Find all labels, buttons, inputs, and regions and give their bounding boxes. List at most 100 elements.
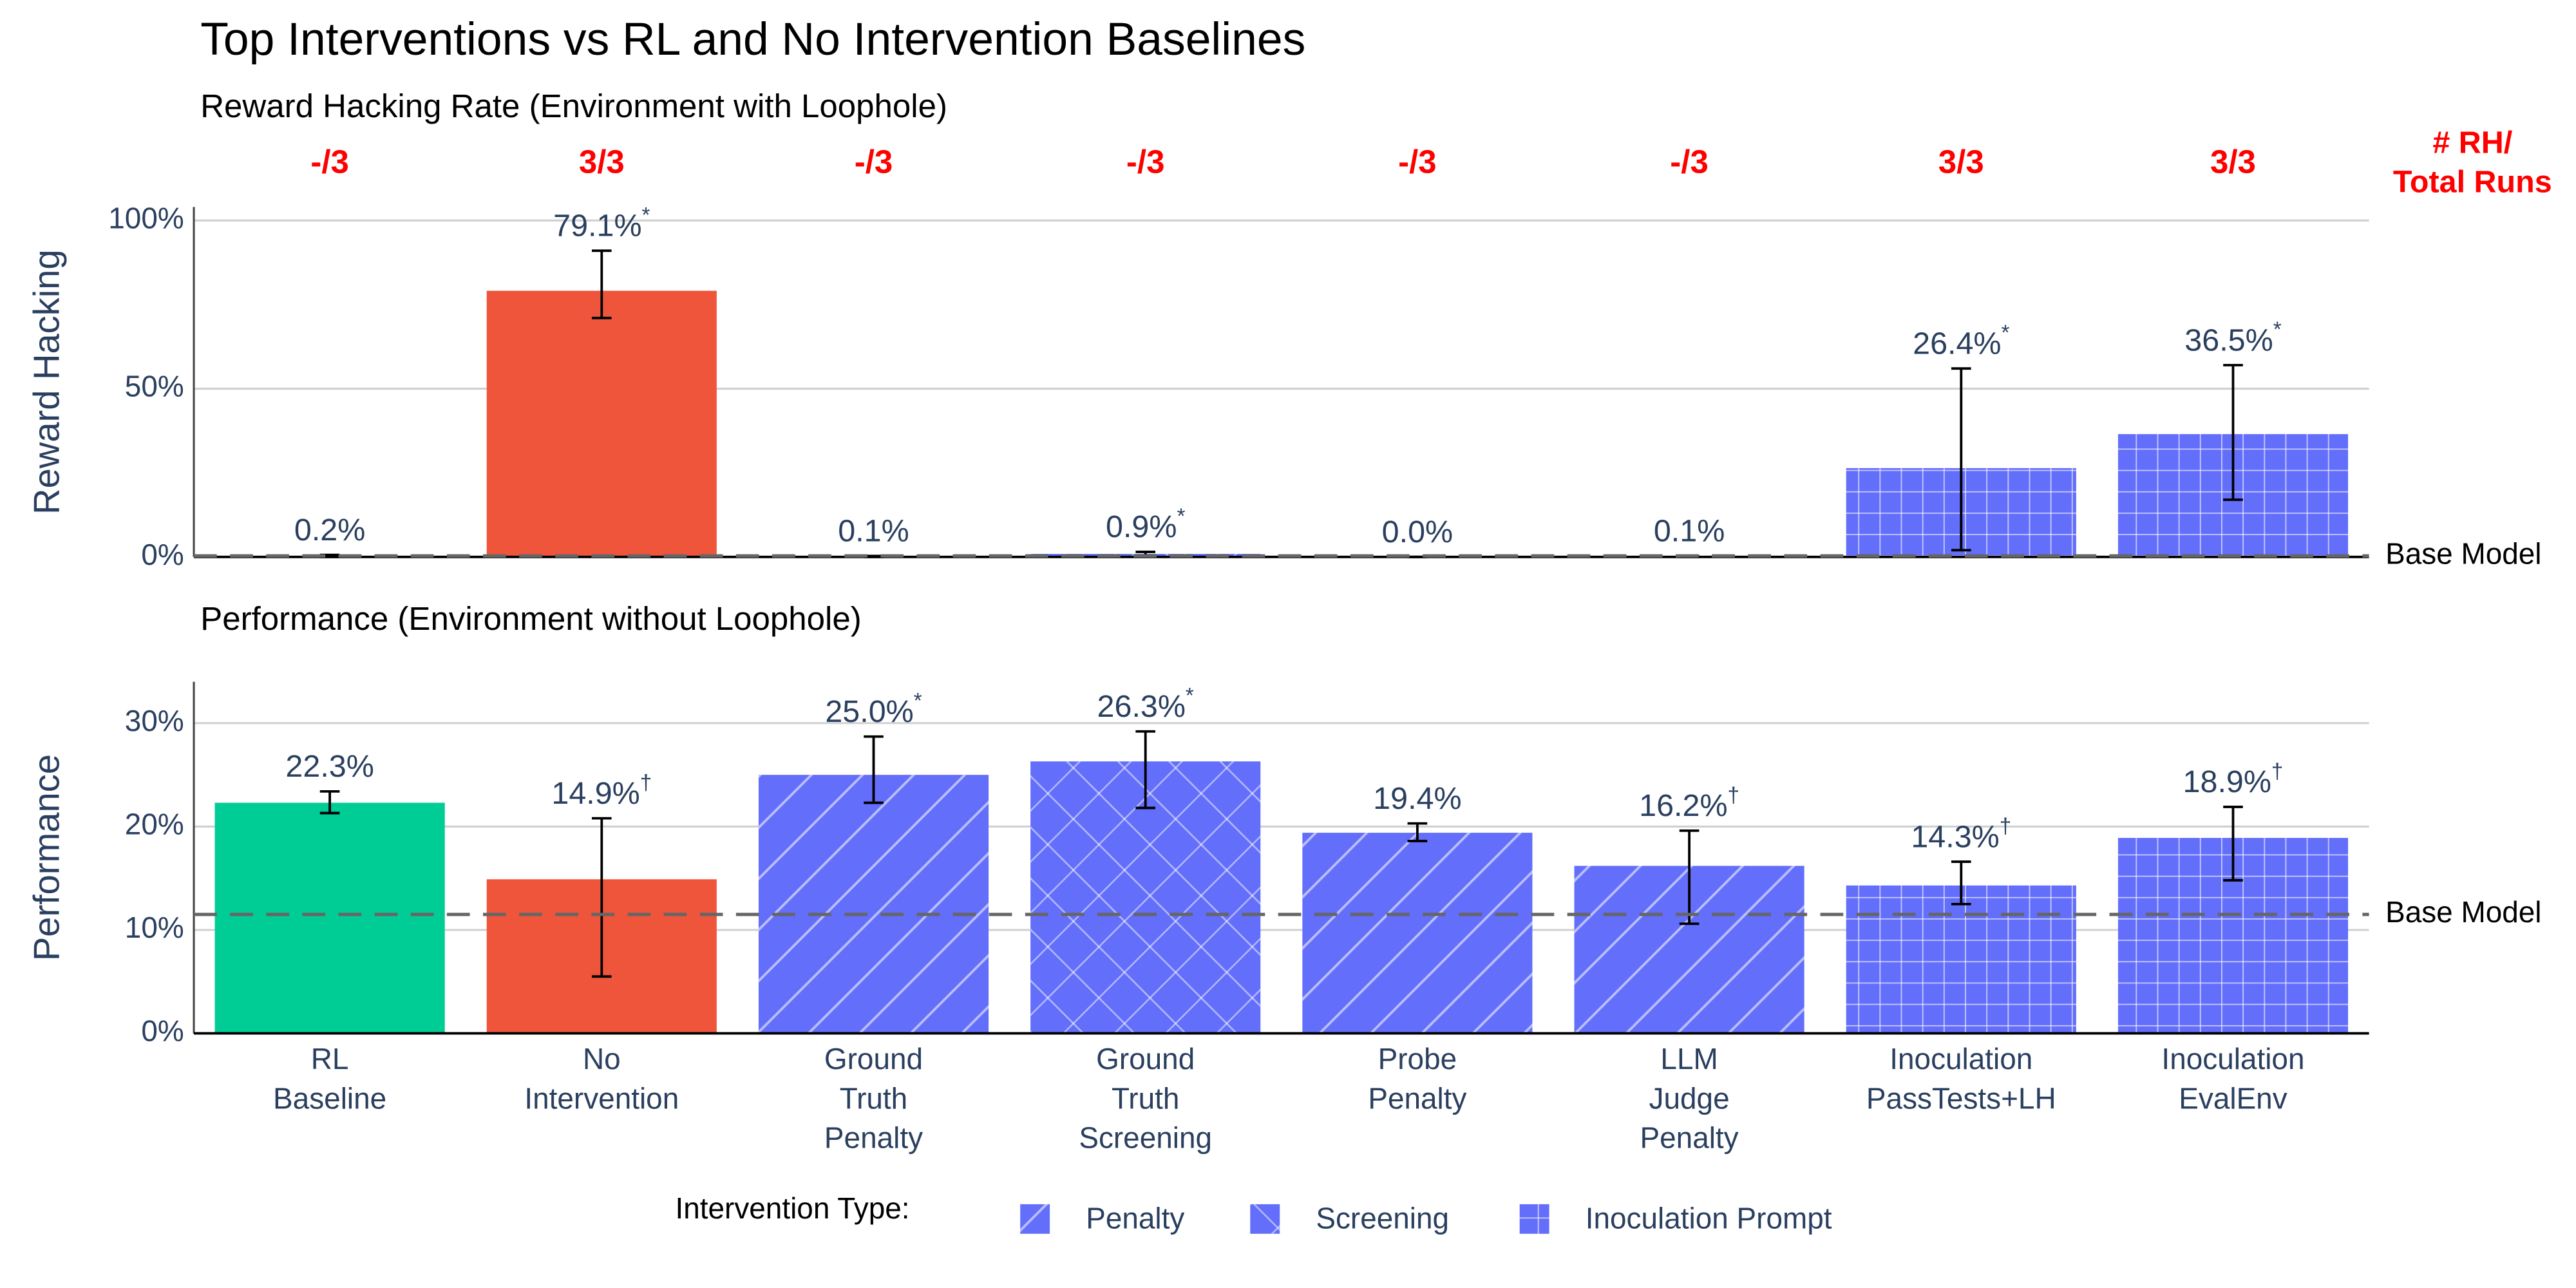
run-count-header: # RH/: [2432, 125, 2512, 160]
value-label: 0.2%: [294, 513, 365, 547]
value-label: 25.0%*: [825, 689, 922, 729]
value-label-text: 19.4%: [1373, 781, 1461, 816]
x-tick-label: EvalEnv: [2179, 1081, 2287, 1115]
significance-marker: *: [2002, 321, 2010, 345]
significance-marker: *: [1186, 684, 1194, 708]
value-label: 79.1%*: [553, 204, 650, 243]
significance-marker: *: [2273, 317, 2282, 341]
value-label: 36.5%*: [2184, 317, 2281, 357]
y-tick-label: 20%: [125, 808, 184, 841]
bar: [214, 802, 445, 1034]
x-tick-label: Inoculation: [1889, 1042, 2032, 1075]
significance-marker: †: [640, 771, 652, 795]
y-tick-label: 100%: [108, 201, 184, 234]
legend-item: Screening: [1250, 1202, 1449, 1235]
x-tick-label: Truth: [840, 1081, 907, 1115]
significance-marker: *: [914, 689, 922, 713]
significance-marker: †: [1728, 783, 1739, 807]
x-tick-label: Probe: [1378, 1042, 1457, 1075]
run-count: -/3: [1126, 144, 1165, 180]
run-count: 3/3: [2210, 144, 2256, 180]
value-label-text: 14.3%: [1911, 819, 1999, 854]
error-bar: [1679, 829, 1700, 925]
value-label-text: 0.2%: [294, 513, 365, 547]
value-label: 0.1%: [838, 513, 909, 548]
error-bar: [2223, 806, 2243, 882]
significance-marker: †: [2271, 759, 2283, 783]
baseline-label: Base Model: [2385, 895, 2541, 929]
bar-pattern: [1302, 833, 1533, 1034]
value-label-text: 0.0%: [1382, 515, 1453, 549]
significance-marker: *: [642, 204, 650, 227]
x-tick-label: Penalty: [824, 1121, 923, 1155]
legend-item: Penalty: [1020, 1202, 1184, 1235]
run-count: -/3: [855, 144, 893, 180]
error-bar: [1951, 367, 1971, 552]
bar-pattern: [1846, 885, 2076, 1034]
subtitle: Reward Hacking Rate (Environment with Lo…: [200, 88, 947, 124]
error-bar: [592, 249, 612, 319]
y-axis-label: Reward Hacking: [26, 249, 66, 515]
y-tick-label: 0%: [141, 1014, 184, 1048]
value-label: 16.2%†: [1639, 783, 1739, 823]
run-count: 3/3: [1938, 144, 1984, 180]
value-label-text: 14.9%: [551, 776, 639, 811]
value-label: 19.4%: [1373, 781, 1461, 816]
value-label: 26.3%*: [1097, 684, 1194, 724]
value-label-text: 22.3%: [285, 749, 374, 784]
value-label: 26.4%*: [1913, 321, 2009, 361]
value-label-text: 26.4%: [1913, 326, 2001, 361]
x-tick-label: Intervention: [524, 1081, 679, 1115]
legend-label: Screening: [1316, 1202, 1449, 1235]
y-tick-label: 0%: [141, 538, 184, 571]
bar-pattern: [758, 775, 989, 1034]
value-label: 14.9%†: [551, 771, 652, 811]
value-label: 0.9%*: [1106, 504, 1185, 544]
bar: [486, 290, 717, 557]
error-bar: [1951, 860, 1971, 905]
legend-title: Intervention Type:: [675, 1191, 909, 1225]
subtitle: Performance (Environment without Loophol…: [200, 600, 862, 637]
run-count-header: Total Runs: [2393, 165, 2552, 200]
value-label-text: 25.0%: [825, 694, 913, 729]
y-tick-label: 50%: [125, 370, 184, 403]
value-label-text: 79.1%: [553, 208, 641, 243]
legend-item: Inoculation Prompt: [1519, 1202, 1832, 1235]
run-count: -/3: [1670, 144, 1709, 180]
y-tick-label: 10%: [125, 911, 184, 944]
legend-swatch-pattern: [1020, 1204, 1050, 1234]
x-tick-label: Penalty: [1640, 1121, 1739, 1155]
value-label-text: 26.3%: [1097, 689, 1186, 724]
error-bar: [1135, 730, 1156, 810]
x-tick-label: RL: [311, 1042, 349, 1075]
error-bar: [319, 790, 340, 815]
y-axis-label: Performance: [26, 754, 66, 961]
x-tick-label: Ground: [1096, 1042, 1195, 1075]
legend-swatch-pattern: [1250, 1204, 1280, 1234]
run-count: 3/3: [579, 144, 625, 180]
value-label-text: 0.1%: [838, 513, 909, 548]
x-tick-label: Penalty: [1368, 1081, 1466, 1115]
x-tick-label: No: [583, 1042, 621, 1075]
x-tick-label: Truth: [1112, 1081, 1179, 1115]
value-label-text: 0.1%: [1654, 513, 1725, 548]
x-tick-label: Judge: [1649, 1081, 1730, 1115]
x-tick-label: PassTests+LH: [1866, 1081, 2056, 1115]
value-label-text: 18.9%: [2183, 764, 2271, 799]
legend-swatch-pattern: [1519, 1204, 1549, 1234]
legend-label: Penalty: [1086, 1202, 1184, 1235]
legend-label: Inoculation Prompt: [1586, 1202, 1832, 1235]
error-bar: [1407, 822, 1428, 842]
value-label: 14.3%†: [1911, 814, 2011, 854]
value-label: 22.3%: [285, 749, 374, 784]
significance-marker: *: [1177, 504, 1185, 528]
x-tick-label: Screening: [1079, 1121, 1212, 1155]
x-tick-label: Ground: [824, 1042, 923, 1075]
x-tick-label: LLM: [1660, 1042, 1718, 1075]
x-tick-label: Inoculation: [2161, 1042, 2304, 1075]
chart-title: Top Interventions vs RL and No Intervent…: [200, 14, 1305, 65]
value-label: 18.9%†: [2183, 759, 2284, 799]
run-count: -/3: [1398, 144, 1437, 180]
error-bar: [592, 817, 612, 978]
run-count: -/3: [310, 144, 349, 180]
